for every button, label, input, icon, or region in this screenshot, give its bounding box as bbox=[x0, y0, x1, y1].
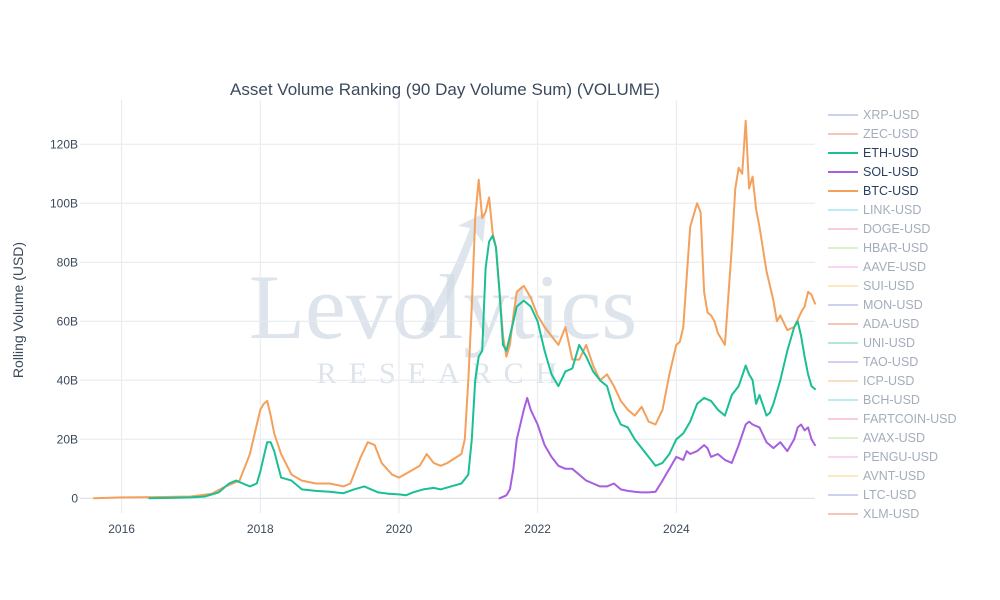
legend-item-mon-usd[interactable]: MON-USD bbox=[828, 298, 923, 312]
series-line-eth-usd bbox=[148, 234, 816, 500]
y-tick-label: 80B bbox=[57, 255, 78, 269]
x-tick-label: 2024 bbox=[663, 522, 690, 536]
series-line-btc-usd bbox=[92, 119, 816, 500]
y-tick-label: 0 bbox=[71, 491, 78, 505]
legend-label: SUI-USD bbox=[863, 279, 914, 293]
legend-label: ZEC-USD bbox=[863, 127, 919, 141]
legend-label: XLM-USD bbox=[863, 507, 919, 521]
y-tick-label: 100B bbox=[50, 196, 78, 210]
y-tick-label: 120B bbox=[50, 137, 78, 151]
legend-item-avax-usd[interactable]: AVAX-USD bbox=[828, 431, 925, 445]
legend-label: DOGE-USD bbox=[863, 222, 930, 236]
legend-label: LTC-USD bbox=[863, 488, 916, 502]
legend-label: BCH-USD bbox=[863, 393, 920, 407]
legend-label: ADA-USD bbox=[863, 317, 919, 331]
y-tick-label: 20B bbox=[57, 432, 78, 446]
watermark-arrow-icon bbox=[420, 212, 486, 332]
watermark: Levolytics RESEARCH bbox=[249, 212, 637, 390]
y-axis-title: Rolling Volume (USD) bbox=[10, 242, 26, 378]
legend-label: UNI-USD bbox=[863, 336, 915, 350]
legend-label: SOL-USD bbox=[863, 165, 919, 179]
legend-item-avnt-usd[interactable]: AVNT-USD bbox=[828, 469, 925, 483]
x-tick-label: 2016 bbox=[108, 522, 135, 536]
legend-item-pengu-usd[interactable]: PENGU-USD bbox=[828, 450, 938, 464]
legend-item-aave-usd[interactable]: AAVE-USD bbox=[828, 260, 926, 274]
series-line-sol-usd bbox=[498, 396, 816, 500]
legend-label: BTC-USD bbox=[863, 184, 919, 198]
legend-label: MON-USD bbox=[863, 298, 923, 312]
series-layer bbox=[92, 119, 816, 500]
legend-label: PENGU-USD bbox=[863, 450, 938, 464]
legend-item-btc-usd[interactable]: BTC-USD bbox=[828, 184, 919, 198]
legend-label: FARTCOIN-USD bbox=[863, 412, 957, 426]
y-tick-label: 40B bbox=[57, 373, 78, 387]
legend-item-ada-usd[interactable]: ADA-USD bbox=[828, 317, 919, 331]
x-tick-label: 2020 bbox=[386, 522, 413, 536]
x-axis-ticks: 2016 2018 2020 2022 2024 bbox=[108, 522, 690, 536]
legend-label: AAVE-USD bbox=[863, 260, 926, 274]
legend-label: LINK-USD bbox=[863, 203, 921, 217]
legend-item-xrp-usd[interactable]: XRP-USD bbox=[828, 108, 919, 122]
chart-title: Asset Volume Ranking (90 Day Volume Sum)… bbox=[230, 80, 660, 99]
x-tick-label: 2022 bbox=[524, 522, 551, 536]
watermark-sub: RESEARCH bbox=[317, 357, 570, 390]
legend-label: AVNT-USD bbox=[863, 469, 925, 483]
legend-item-xlm-usd[interactable]: XLM-USD bbox=[828, 507, 919, 521]
legend-item-uni-usd[interactable]: UNI-USD bbox=[828, 336, 915, 350]
watermark-main: Levolytics bbox=[249, 256, 637, 358]
legend-label: XRP-USD bbox=[863, 108, 919, 122]
legend-label: AVAX-USD bbox=[863, 431, 925, 445]
legend-label: ETH-USD bbox=[863, 146, 919, 160]
legend-item-zec-usd[interactable]: ZEC-USD bbox=[828, 127, 919, 141]
legend-item-sol-usd[interactable]: SOL-USD bbox=[828, 165, 919, 179]
legend-item-ltc-usd[interactable]: LTC-USD bbox=[828, 488, 916, 502]
legend-item-doge-usd[interactable]: DOGE-USD bbox=[828, 222, 930, 236]
y-tick-label: 60B bbox=[57, 314, 78, 328]
legend-item-bch-usd[interactable]: BCH-USD bbox=[828, 393, 920, 407]
x-tick-label: 2018 bbox=[247, 522, 274, 536]
legend-item-tao-usd[interactable]: TAO-USD bbox=[828, 355, 918, 369]
grid bbox=[80, 100, 815, 513]
legend-item-hbar-usd[interactable]: HBAR-USD bbox=[828, 241, 928, 255]
legend-item-fartcoin-usd[interactable]: FARTCOIN-USD bbox=[828, 412, 957, 426]
legend-label: HBAR-USD bbox=[863, 241, 928, 255]
legend-label: ICP-USD bbox=[863, 374, 914, 388]
legend-item-link-usd[interactable]: LINK-USD bbox=[828, 203, 921, 217]
legend-item-icp-usd[interactable]: ICP-USD bbox=[828, 374, 914, 388]
legend-item-sui-usd[interactable]: SUI-USD bbox=[828, 279, 914, 293]
legend-item-eth-usd[interactable]: ETH-USD bbox=[828, 146, 919, 160]
legend-label: TAO-USD bbox=[863, 355, 918, 369]
legend: XRP-USD ZEC-USD ETH-USD SOL-USD BTC-USD LINK-… bbox=[828, 108, 957, 521]
y-axis-ticks: 0 20B 40B 60B 80B 100B 120B bbox=[50, 137, 78, 505]
